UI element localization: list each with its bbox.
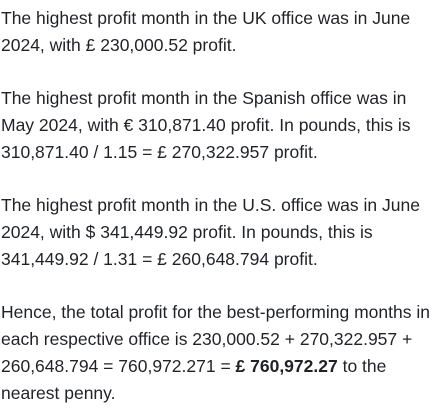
- total-profit-paragraph: Hence, the total profit for the best-per…: [1, 299, 443, 407]
- rounding-note: to the nearest penny.: [1, 356, 387, 403]
- spanish-office-paragraph: The highest profit month in the Spanish …: [1, 88, 411, 162]
- us-office-paragraph: The highest profit month in the U.S. off…: [1, 195, 420, 269]
- total-profit-text: Hence, the total profit for the best-per…: [1, 302, 430, 376]
- answer-text: The highest profit month in the UK offic…: [0, 5, 443, 407]
- uk-office-paragraph: The highest profit month in the UK offic…: [1, 8, 411, 55]
- total-profit-value: £ 760,972.27: [235, 356, 338, 376]
